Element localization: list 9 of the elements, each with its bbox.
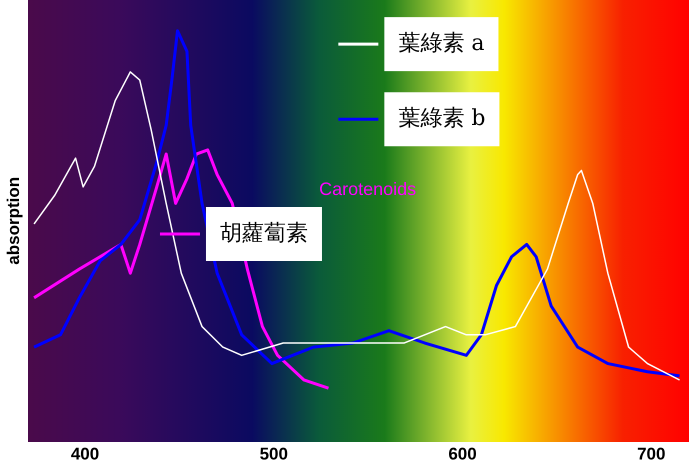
legend-label: 胡蘿蔔素	[220, 220, 308, 246]
legend-label: 葉綠素 b	[398, 106, 486, 131]
x-tick-label: 400	[70, 444, 100, 464]
annotation: Carotenoids	[319, 178, 416, 199]
x-tick-label: 600	[448, 444, 477, 464]
x-tick-label: 700	[637, 444, 666, 464]
y-axis-title: absorption	[4, 176, 23, 265]
legend-label: 葉綠素 a	[398, 30, 484, 56]
x-tick-label: 500	[260, 444, 288, 464]
